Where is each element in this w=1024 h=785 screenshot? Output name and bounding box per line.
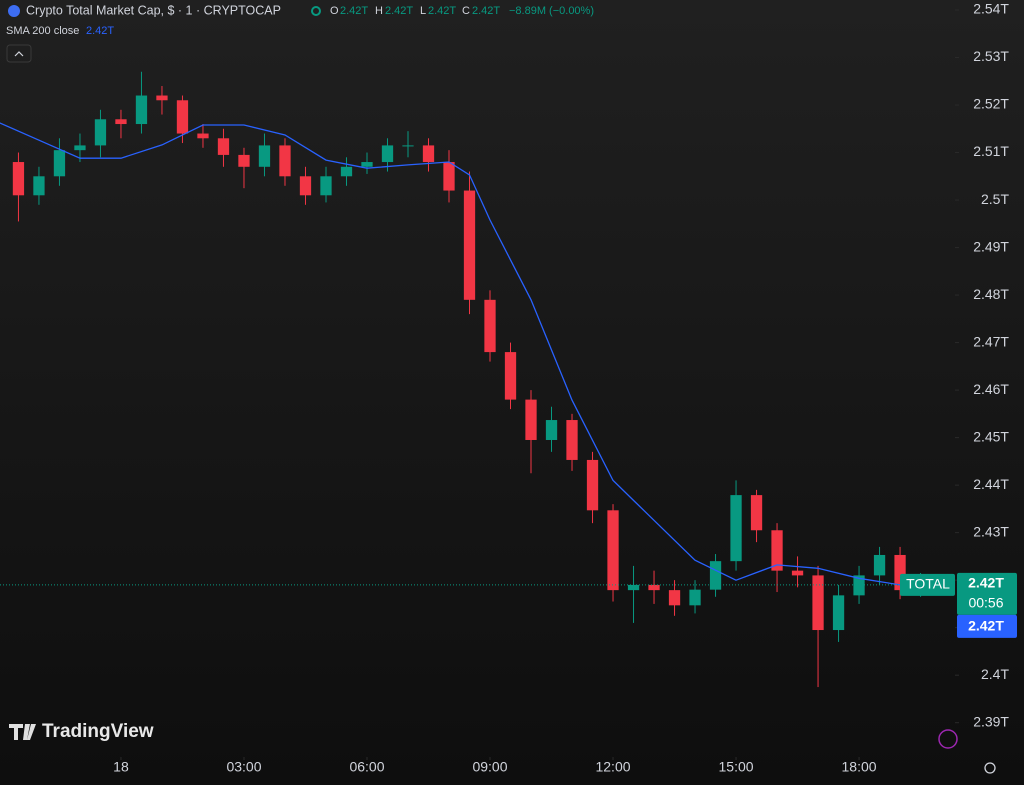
- candle-body: [217, 138, 230, 155]
- candle-body: [279, 145, 291, 177]
- candle-body: [586, 459, 599, 511]
- y-tick-label: 2.51T: [973, 143, 1009, 159]
- brand-logo: [9, 724, 36, 740]
- c-label: C: [462, 5, 470, 17]
- x-tick-label: 06:00: [349, 759, 384, 775]
- x-tick-label: 15:00: [719, 759, 754, 775]
- candle-body: [340, 166, 353, 177]
- candle-body: [709, 561, 722, 590]
- plot: [0, 71, 955, 688]
- symbol-tag-label: TOTAL: [906, 576, 950, 592]
- candle-body: [504, 352, 517, 400]
- y-tick-label: 2.54T: [973, 1, 1009, 17]
- brand-name: TradingView: [42, 721, 154, 742]
- candle-body: [607, 510, 619, 591]
- candle-body: [525, 399, 537, 440]
- x-tick-label: 18: [113, 759, 129, 775]
- symbol-icon: [8, 5, 20, 17]
- candle-body: [197, 133, 209, 139]
- sma-price-box: [957, 614, 1017, 638]
- y-tick-label: 2.49T: [973, 238, 1009, 254]
- l-label: L: [420, 5, 426, 17]
- candle-body: [381, 145, 394, 163]
- candle-body: [443, 162, 455, 191]
- o-value: 2.42T: [340, 5, 368, 17]
- candle-body: [33, 176, 45, 196]
- y-tick-label: 2.44T: [973, 476, 1009, 492]
- y-tick-label: 2.4T: [981, 666, 1009, 682]
- x-tick-label: 18:00: [842, 759, 877, 775]
- h-value: 2.42T: [385, 5, 413, 17]
- y-tick-label: 2.53T: [973, 48, 1009, 64]
- h-label: H: [375, 5, 383, 17]
- candle-body: [648, 584, 660, 591]
- indicator-value: 2.42T: [86, 25, 114, 37]
- candle-body: [156, 95, 168, 101]
- y-tick-label: 2.52T: [973, 96, 1009, 112]
- last-price-box: [957, 572, 1017, 615]
- candle-body: [258, 145, 271, 167]
- candle-body: [53, 150, 66, 177]
- candle-body: [832, 595, 845, 631]
- l-value: 2.42T: [428, 5, 456, 17]
- sma-price-label: 2.42T: [968, 618, 1004, 634]
- indicator-name: SMA 200 close: [6, 25, 79, 37]
- candle-body: [115, 119, 127, 125]
- y-tick-label: 2.43T: [973, 523, 1009, 539]
- y-tick-label: 2.39T: [973, 713, 1009, 729]
- countdown: 00:56: [968, 595, 1003, 611]
- candle-body: [545, 420, 558, 440]
- candle-body: [730, 495, 742, 562]
- status-dot: [311, 6, 321, 16]
- candle-body: [176, 100, 189, 134]
- x-tick-label: 03:00: [226, 759, 261, 775]
- candle-body: [689, 589, 701, 606]
- settings-button[interactable]: [984, 762, 996, 774]
- chart-title: Crypto Total Market Cap, $ · 1 · CRYPTOC…: [26, 3, 281, 17]
- candle-body: [853, 575, 865, 596]
- c-value: 2.42T: [472, 5, 500, 17]
- ohlc-legend: O 2.42T H 2.42T L 2.42T C 2.42T −8.89M (…: [330, 5, 594, 17]
- collapse-button[interactable]: [6, 44, 32, 63]
- x-tick-label: 09:00: [472, 759, 507, 775]
- y-tick-label: 2.45T: [973, 428, 1009, 444]
- candle-body: [94, 119, 107, 146]
- candle-body: [361, 162, 373, 167]
- candle-body: [463, 190, 476, 300]
- candle-body: [135, 95, 148, 125]
- y-tick-label: 2.47T: [973, 333, 1009, 349]
- candle-body: [750, 495, 763, 531]
- candle-body: [74, 145, 86, 151]
- lightning-button[interactable]: [938, 729, 958, 749]
- candle-body: [320, 176, 332, 196]
- y-tick-label: 2.48T: [973, 286, 1009, 302]
- sma-line: [0, 122, 901, 586]
- change: −8.89M (−0.00%): [509, 5, 594, 17]
- collapse-icon: [14, 51, 24, 57]
- y-tick-label: 2.46T: [973, 381, 1009, 397]
- y-tick-label: 2.5T: [981, 191, 1009, 207]
- candle-body: [812, 575, 824, 631]
- x-tick-label: 12:00: [595, 759, 630, 775]
- candle-body: [566, 420, 578, 460]
- candle-body: [668, 590, 681, 606]
- o-label: O: [330, 5, 339, 17]
- candle-body: [873, 554, 886, 576]
- candle-body: [238, 154, 250, 167]
- symbol-tag: [900, 573, 955, 596]
- candle-body: [299, 176, 312, 196]
- candle-body: [12, 162, 25, 196]
- candle-body: [771, 530, 783, 571]
- candle-body: [791, 570, 804, 576]
- candle-body: [422, 145, 435, 163]
- candle-body: [484, 299, 496, 353]
- last-price-label: 2.42T: [968, 575, 1004, 591]
- candle-body: [627, 584, 640, 591]
- candle-body: [894, 554, 906, 591]
- candle-body: [402, 145, 414, 147]
